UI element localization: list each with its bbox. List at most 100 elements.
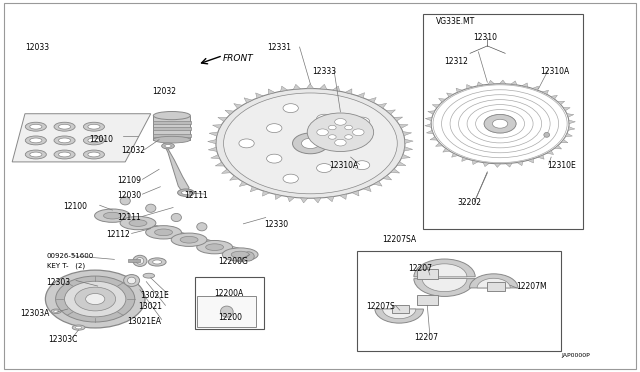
Bar bbox=[153, 128, 191, 131]
Polygon shape bbox=[435, 143, 443, 146]
Ellipse shape bbox=[180, 236, 198, 243]
Text: 12330: 12330 bbox=[264, 221, 288, 230]
Polygon shape bbox=[452, 153, 458, 157]
Circle shape bbox=[335, 139, 346, 146]
Polygon shape bbox=[563, 108, 570, 111]
Text: 12207: 12207 bbox=[408, 264, 432, 273]
Polygon shape bbox=[568, 127, 575, 130]
Polygon shape bbox=[212, 125, 221, 129]
Polygon shape bbox=[113, 214, 253, 257]
Circle shape bbox=[355, 117, 370, 126]
Polygon shape bbox=[333, 86, 340, 91]
Circle shape bbox=[75, 287, 116, 311]
Ellipse shape bbox=[54, 122, 75, 131]
Polygon shape bbox=[432, 105, 440, 108]
Circle shape bbox=[328, 135, 336, 139]
Bar bbox=[424, 14, 583, 229]
Polygon shape bbox=[565, 133, 572, 137]
Ellipse shape bbox=[54, 136, 75, 145]
Ellipse shape bbox=[136, 257, 144, 264]
Ellipse shape bbox=[243, 252, 254, 261]
Wedge shape bbox=[422, 279, 467, 292]
Ellipse shape bbox=[83, 136, 104, 145]
Polygon shape bbox=[287, 196, 294, 202]
Polygon shape bbox=[234, 104, 243, 108]
Polygon shape bbox=[209, 132, 218, 136]
Text: 12111: 12111 bbox=[184, 191, 209, 200]
Text: 12033: 12033 bbox=[25, 42, 49, 51]
Polygon shape bbox=[364, 186, 371, 192]
Ellipse shape bbox=[58, 152, 70, 157]
Polygon shape bbox=[528, 159, 534, 163]
Polygon shape bbox=[293, 84, 301, 89]
Circle shape bbox=[65, 281, 126, 317]
Ellipse shape bbox=[26, 136, 46, 145]
Ellipse shape bbox=[146, 204, 156, 212]
Polygon shape bbox=[517, 161, 523, 166]
Polygon shape bbox=[511, 81, 517, 85]
Ellipse shape bbox=[133, 255, 147, 266]
Ellipse shape bbox=[165, 144, 172, 147]
Ellipse shape bbox=[88, 152, 100, 157]
Circle shape bbox=[267, 154, 282, 163]
Ellipse shape bbox=[54, 310, 59, 312]
Ellipse shape bbox=[124, 275, 140, 286]
Polygon shape bbox=[499, 80, 506, 84]
Ellipse shape bbox=[95, 209, 131, 222]
Circle shape bbox=[86, 294, 105, 305]
Polygon shape bbox=[397, 162, 406, 166]
Wedge shape bbox=[383, 309, 416, 319]
Text: 12032: 12032 bbox=[153, 87, 177, 96]
Polygon shape bbox=[255, 93, 263, 98]
Bar bbox=[154, 116, 190, 140]
Ellipse shape bbox=[29, 152, 42, 157]
Bar bbox=[153, 134, 191, 137]
Ellipse shape bbox=[153, 260, 162, 264]
Polygon shape bbox=[542, 90, 548, 94]
Wedge shape bbox=[422, 264, 467, 277]
Text: 12310: 12310 bbox=[473, 33, 497, 42]
Polygon shape bbox=[472, 160, 478, 164]
Bar bbox=[153, 121, 191, 124]
Polygon shape bbox=[462, 157, 468, 161]
Ellipse shape bbox=[222, 248, 258, 261]
Polygon shape bbox=[262, 191, 269, 196]
Circle shape bbox=[317, 129, 328, 136]
Circle shape bbox=[317, 164, 332, 173]
Polygon shape bbox=[12, 114, 151, 162]
Text: 12331: 12331 bbox=[268, 42, 292, 51]
Polygon shape bbox=[387, 110, 396, 114]
Ellipse shape bbox=[72, 325, 85, 330]
Polygon shape bbox=[438, 99, 445, 102]
Polygon shape bbox=[374, 181, 382, 186]
Polygon shape bbox=[390, 169, 399, 173]
Text: 12207SA: 12207SA bbox=[383, 235, 417, 244]
Wedge shape bbox=[375, 309, 424, 323]
Polygon shape bbox=[428, 111, 435, 114]
Wedge shape bbox=[414, 279, 475, 296]
Polygon shape bbox=[401, 154, 410, 158]
Ellipse shape bbox=[58, 138, 70, 143]
Text: 12333: 12333 bbox=[312, 67, 337, 76]
Circle shape bbox=[335, 119, 346, 125]
Ellipse shape bbox=[76, 326, 82, 329]
Ellipse shape bbox=[120, 217, 156, 230]
Text: 12303A: 12303A bbox=[20, 310, 49, 318]
Text: KEY T-   (2): KEY T- (2) bbox=[47, 262, 84, 269]
Circle shape bbox=[345, 125, 353, 130]
Text: 12200: 12200 bbox=[218, 313, 242, 322]
Text: 12312: 12312 bbox=[445, 57, 468, 66]
Ellipse shape bbox=[120, 197, 131, 205]
Text: 12303C: 12303C bbox=[49, 335, 78, 344]
Text: 12207S: 12207S bbox=[366, 302, 395, 311]
Polygon shape bbox=[399, 124, 408, 128]
Text: 13021: 13021 bbox=[138, 302, 162, 311]
Bar bbox=[487, 282, 505, 291]
Polygon shape bbox=[280, 86, 287, 92]
Polygon shape bbox=[275, 194, 282, 199]
Ellipse shape bbox=[154, 137, 190, 143]
Ellipse shape bbox=[143, 273, 155, 278]
Polygon shape bbox=[443, 148, 450, 152]
Polygon shape bbox=[357, 93, 365, 98]
Ellipse shape bbox=[26, 122, 46, 131]
